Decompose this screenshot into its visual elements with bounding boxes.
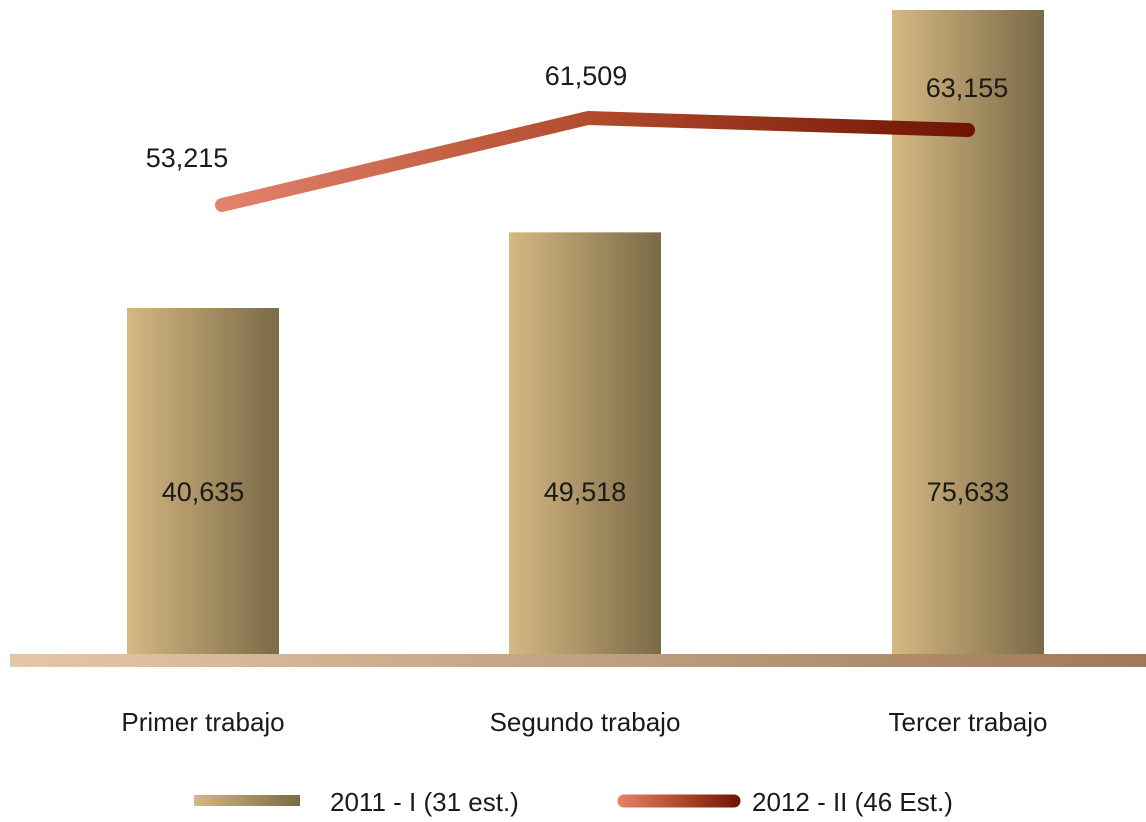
line-value-labels: 53,215 61,509 63,155	[146, 61, 1009, 173]
bar-1	[127, 308, 279, 654]
bar-value-label: 75,633	[927, 477, 1010, 507]
category-label: Tercer trabajo	[889, 707, 1048, 737]
line-series	[215, 111, 975, 212]
legend-label-line: 2012 - II (46 Est.)	[752, 787, 953, 817]
bar-value-label: 40,635	[162, 477, 245, 507]
legend-label-bar: 2011 - I (31 est.)	[330, 787, 519, 817]
line-value-label: 61,509	[545, 61, 628, 91]
bar-3	[892, 10, 1044, 654]
category-labels: Primer trabajo Segundo trabajo Tercer trab…	[121, 707, 1047, 737]
category-label: Primer trabajo	[121, 707, 284, 737]
line-value-label: 63,155	[926, 73, 1009, 103]
bar-value-labels: 40,635 49,518 75,633	[162, 477, 1010, 507]
category-label: Segundo trabajo	[490, 707, 681, 737]
legend: 2011 - I (31 est.) 2012 - II (46 Est.)	[194, 787, 953, 817]
bar-value-label: 49,518	[544, 477, 627, 507]
bar-2	[509, 232, 661, 654]
x-axis-baseline	[10, 654, 1146, 667]
bar-series	[127, 10, 1044, 654]
legend-swatch-bar	[194, 795, 300, 806]
line-value-label: 53,215	[146, 143, 229, 173]
